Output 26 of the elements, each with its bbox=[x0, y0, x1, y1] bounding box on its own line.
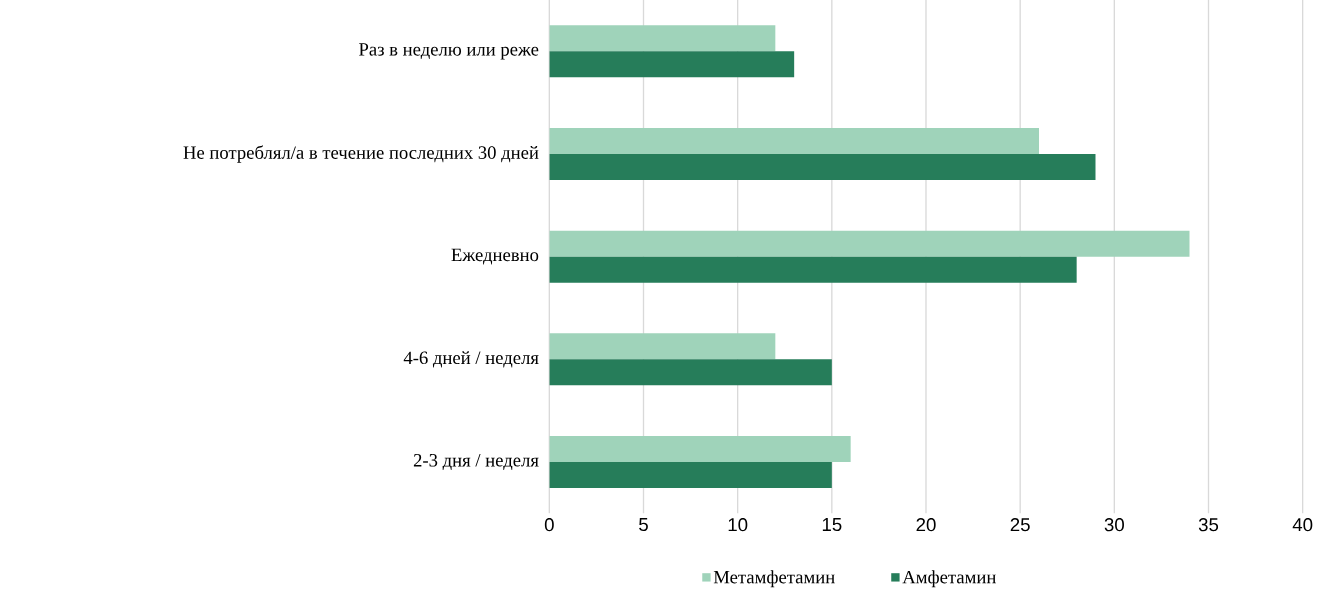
x-tick-label: 30 bbox=[1104, 518, 1124, 532]
bar bbox=[549, 256, 1077, 283]
bar bbox=[549, 462, 832, 489]
y-tick-label: 4-6 дней / неделя bbox=[403, 351, 539, 368]
y-tick-label: 2-3 дня / неделя bbox=[413, 454, 539, 470]
x-tick-label: 35 bbox=[1198, 518, 1219, 532]
x-tick-label: 25 bbox=[1010, 518, 1030, 532]
bar bbox=[549, 51, 795, 78]
x-tick-label: 0 bbox=[544, 518, 554, 532]
x-tick-label: 15 bbox=[822, 518, 842, 532]
bar bbox=[549, 128, 1039, 155]
x-tick-label: 10 bbox=[728, 518, 748, 532]
legend-label: Метамфетамин bbox=[713, 570, 835, 588]
bar bbox=[549, 230, 1190, 257]
y-tick-label: Раз в неделю или реже bbox=[359, 43, 539, 60]
y-tick-label: Ежедневно bbox=[451, 248, 539, 265]
bar bbox=[549, 154, 1096, 181]
x-tick-label: 40 bbox=[1292, 518, 1313, 532]
legend-label: Амфетамин bbox=[902, 570, 996, 588]
x-tick-label: 20 bbox=[916, 518, 936, 532]
bar bbox=[549, 359, 832, 386]
bar bbox=[549, 333, 776, 360]
x-tick-label: 5 bbox=[639, 518, 648, 532]
bar bbox=[549, 25, 776, 52]
y-tick-label: Не потреблял/а в течение последних 30 дней bbox=[183, 145, 539, 163]
bar bbox=[549, 436, 851, 463]
